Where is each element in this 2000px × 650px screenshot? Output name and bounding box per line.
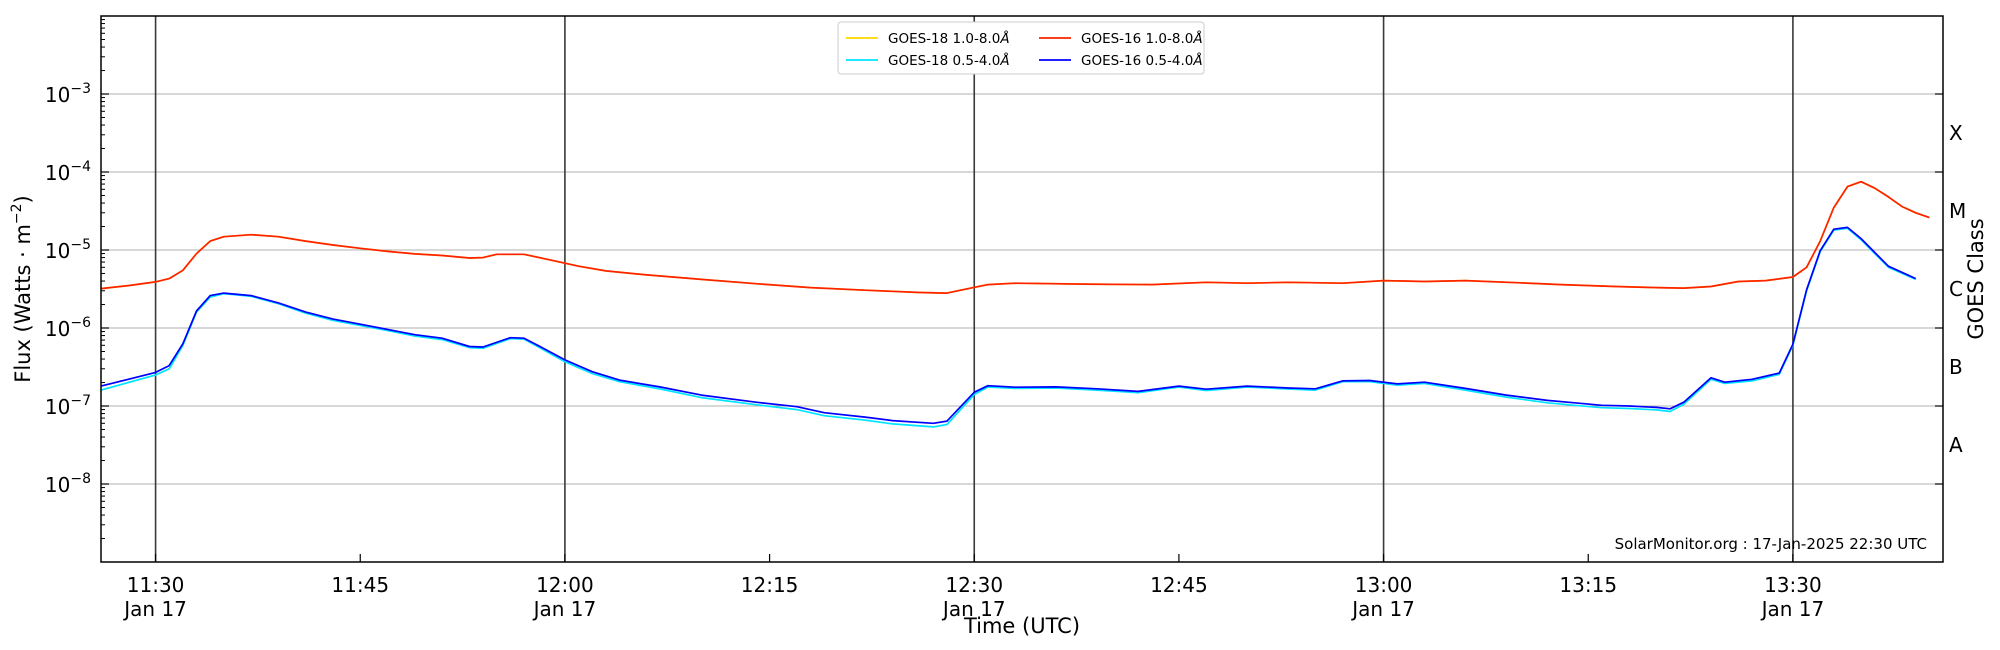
goes-class-axis-title: GOES Class — [1964, 218, 1988, 339]
x-tick-label: 12:00 — [536, 573, 594, 597]
y-tick-exponent: −7 — [70, 393, 91, 409]
x-tick-label: 11:45 — [331, 573, 389, 597]
y-tick-base: 10 — [45, 317, 70, 341]
legend-label-unit: Å — [999, 30, 1009, 47]
y-tick-exponent: −5 — [70, 237, 91, 253]
legend-label-unit: Å — [1192, 52, 1202, 69]
y-tick-label: 10−4 — [45, 159, 91, 185]
legend-label-unit: Å — [999, 52, 1009, 69]
x-tick-label: 11:30 — [127, 573, 185, 597]
goes-class-label: A — [1949, 433, 1963, 457]
y-tick-label: 10−6 — [45, 315, 91, 341]
credit-text: SolarMonitor.org : 17-Jan-2025 22:30 UTC — [1615, 535, 1927, 553]
goes-class-label: X — [1949, 121, 1963, 145]
x-tick-date-label: Jan 17 — [532, 597, 597, 621]
goes-class-label: C — [1949, 277, 1963, 301]
series-line — [100, 226, 1917, 425]
x-tick-date-label: Jan 17 — [122, 597, 187, 621]
legend-label: GOES-18 1.0-8.0Å — [888, 30, 1010, 47]
y-tick-base: 10 — [45, 395, 70, 419]
y-axis-title-close: ) — [11, 195, 35, 203]
y-tick-base: 10 — [45, 473, 70, 497]
series-layer — [100, 180, 1930, 428]
x-tick-label: 13:15 — [1559, 573, 1617, 597]
goes-class-label: M — [1949, 199, 1966, 223]
y-tick-exponent: −4 — [70, 159, 91, 175]
legend-label: GOES-18 0.5-4.0Å — [888, 52, 1010, 69]
legend-label: GOES-16 1.0-8.0Å — [1081, 30, 1203, 47]
y-tick-exponent: −3 — [70, 81, 91, 97]
legend-label-unit: Å — [1192, 30, 1202, 47]
x-tick-date-label: Jan 17 — [1760, 597, 1825, 621]
y-axis-title-main: Flux (Watts · m — [11, 224, 35, 383]
y-tick-base: 10 — [45, 239, 70, 263]
legend-label-name: GOES-16 1.0-8.0 — [1081, 31, 1193, 47]
y-tick-label: 10−3 — [45, 81, 91, 107]
grid-layer — [101, 16, 1943, 562]
legend-label-name: GOES-18 0.5-4.0 — [888, 53, 1000, 69]
x-tick-label: 12:45 — [1150, 573, 1208, 597]
y-tick-exponent: −6 — [70, 315, 91, 331]
y-tick-base: 10 — [45, 161, 70, 185]
legend-label-name: GOES-18 1.0-8.0 — [888, 31, 1000, 47]
y-tick-label: 10−8 — [45, 471, 91, 497]
x-tick-label: 12:30 — [945, 573, 1003, 597]
x-tick-label: 12:15 — [741, 573, 799, 597]
y-axis-title-exponent: −2 — [9, 203, 25, 224]
x-tick-label: 13:00 — [1355, 573, 1413, 597]
x-tick-date-label: Jan 17 — [1350, 597, 1415, 621]
legend-label: GOES-16 0.5-4.0Å — [1081, 52, 1203, 69]
series-line — [100, 180, 1930, 294]
y-axis-title: Flux (Watts · m−2) — [9, 195, 35, 383]
x-axis-title: Time (UTC) — [963, 614, 1080, 638]
y-tick-label: 10−5 — [45, 237, 91, 263]
y-tick-label: 10−7 — [45, 393, 91, 419]
x-tick-date-label: Jan 17 — [941, 597, 1006, 621]
series-line — [100, 227, 1917, 428]
x-tick-label: 13:30 — [1764, 573, 1822, 597]
legend-box — [837, 21, 1205, 75]
y-tick-exponent: −8 — [70, 471, 91, 487]
goes-class-label: B — [1949, 355, 1963, 379]
legend-label-name: GOES-16 0.5-4.0 — [1081, 53, 1193, 69]
plot-frame — [100, 15, 1944, 563]
y-tick-base: 10 — [45, 83, 70, 107]
